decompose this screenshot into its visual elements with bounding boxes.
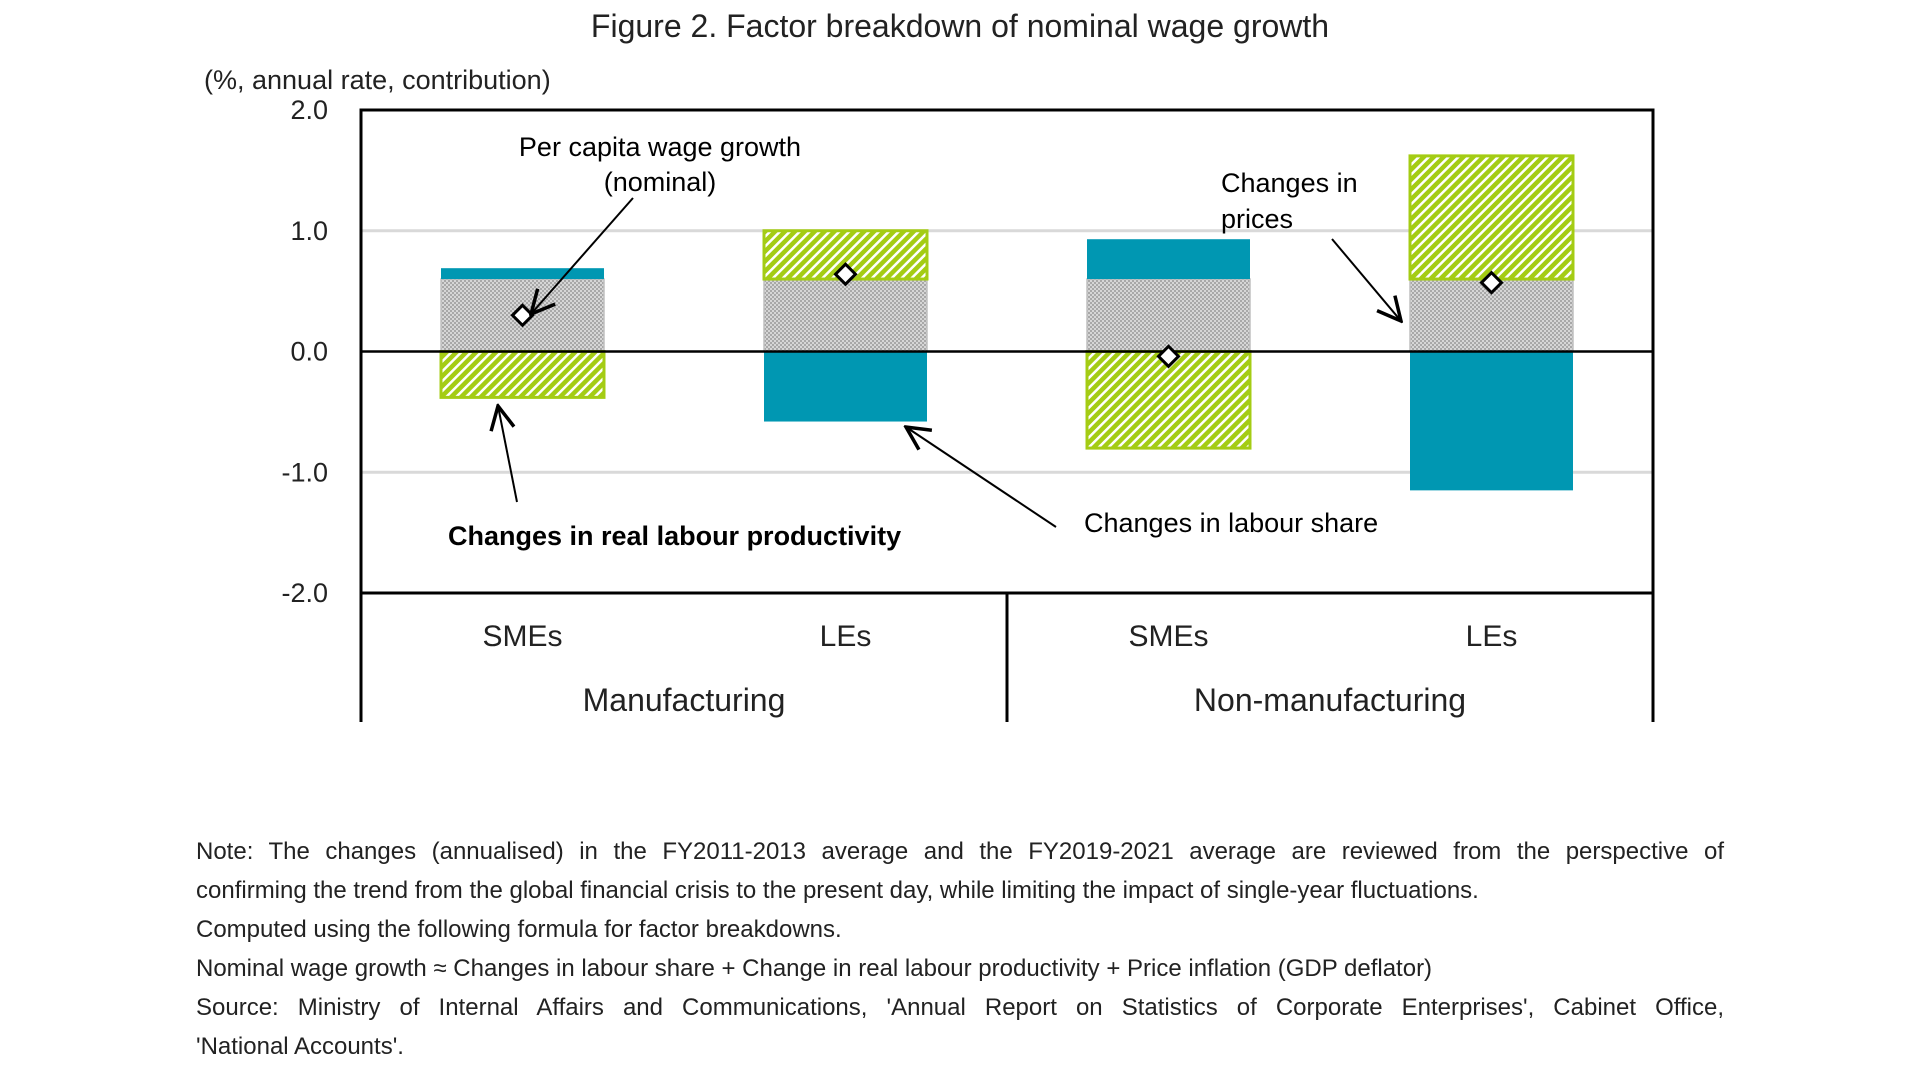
annotation-arrow-labour-share: [906, 427, 1057, 528]
note-line: 'National Accounts'.: [196, 1033, 404, 1060]
notes: Note: The changes (annualised) in the FY…: [196, 832, 1724, 1066]
nominal-wage-marker: [1156, 344, 1181, 369]
x-group-label: Manufacturing: [583, 682, 786, 718]
note-line: Computed using the following formula for…: [196, 916, 842, 943]
bar-productivity: [439, 350, 606, 399]
annotation-nominal-line2: (nominal): [604, 167, 717, 197]
x-category-label: LEs: [820, 620, 872, 653]
note-line: Nominal wage growth ≈ Changes in labour …: [196, 955, 1433, 982]
annotation-labour-share: Changes in labour share: [1084, 508, 1378, 538]
annotation-prices-line2: prices: [1221, 204, 1293, 234]
chart-title: Figure 2. Factor breakdown of nominal wa…: [591, 8, 1329, 44]
nominal-wage-marker: [833, 262, 858, 287]
x-category-label: LEs: [1466, 620, 1518, 653]
annotation-nominal-line1: Per capita wage growth: [519, 132, 801, 162]
y-tick-label: -1.0: [281, 457, 328, 487]
nominal-wage-marker: [1479, 270, 1504, 295]
note-line: Source: Ministry of Internal Affairs and…: [196, 994, 1724, 1021]
y-tick-label: -2.0: [281, 578, 328, 608]
bar-labour-share: [1410, 351, 1573, 491]
chart: Figure 2. Factor breakdown of nominal wa…: [204, 8, 1655, 722]
annotation-productivity: Changes in real labour productivity: [448, 521, 901, 551]
x-group-label: Non-manufacturing: [1194, 682, 1466, 718]
y-tick-label: 1.0: [290, 216, 328, 246]
y-axis-label: (%, annual rate, contribution): [204, 65, 551, 95]
bar-labour-share: [1087, 239, 1250, 280]
y-tick-label: 2.0: [290, 95, 328, 125]
x-category-label: SMEs: [1128, 620, 1208, 653]
annotation-arrow-prices: [1331, 238, 1401, 321]
annotation-prices-line1: Changes in: [1221, 168, 1358, 198]
bar-productivity: [1408, 154, 1575, 281]
x-category-label: SMEs: [482, 620, 562, 653]
bar-prices: [1086, 278, 1251, 353]
bar-labour-share: [441, 268, 604, 280]
bar-prices: [763, 278, 928, 353]
note-line: Note: The changes (annualised) in the FY…: [196, 838, 1724, 865]
annotation-arrow-productivity: [498, 406, 518, 503]
y-tick-label: 0.0: [290, 337, 328, 367]
annotation-arrow-nominal: [531, 197, 634, 314]
note-line: confirming the trend from the global fin…: [196, 877, 1479, 904]
bar-labour-share: [764, 351, 927, 422]
